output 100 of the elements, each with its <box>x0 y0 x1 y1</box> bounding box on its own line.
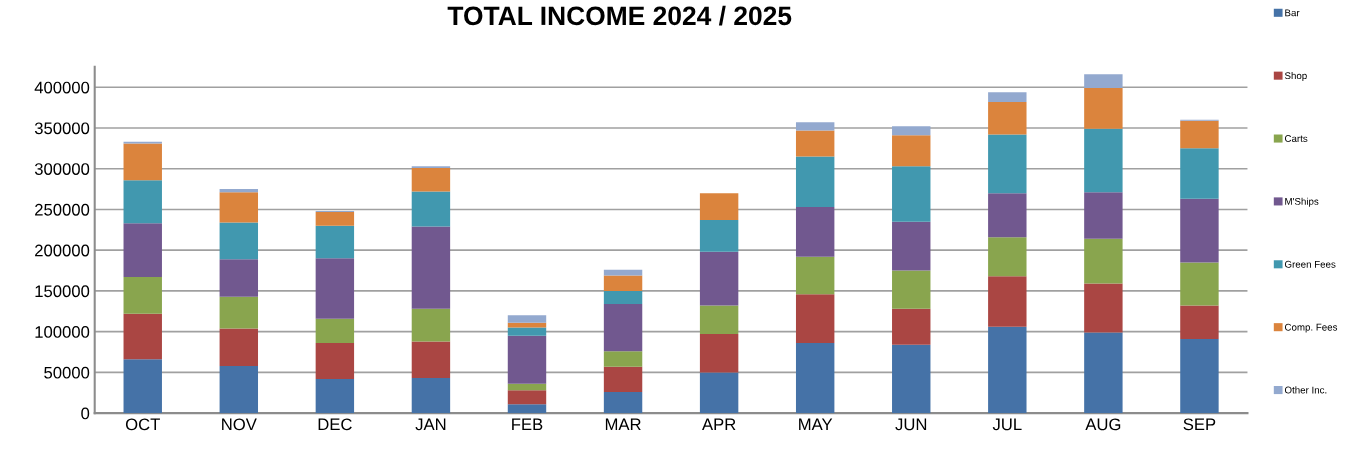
bar <box>507 327 547 336</box>
legend-label: Comp. Fees <box>1284 323 1338 333</box>
bar <box>219 296 259 329</box>
y-tick-label: 250000 <box>35 203 90 216</box>
bar <box>699 372 739 414</box>
y-tick-label: 200000 <box>35 244 90 257</box>
bar <box>1180 305 1219 339</box>
bar <box>315 343 355 379</box>
bar <box>603 290 643 304</box>
bar <box>315 211 355 226</box>
x-tick-label: DEC <box>318 418 352 431</box>
bar <box>1084 238 1123 284</box>
bar <box>1180 148 1219 199</box>
bar <box>892 221 931 271</box>
bar <box>795 122 835 131</box>
bar <box>603 366 643 392</box>
bar <box>507 335 547 384</box>
x-tick-label: SEP <box>1183 418 1216 431</box>
bar <box>892 126 931 136</box>
bar <box>1180 262 1219 306</box>
bar <box>1180 198 1219 263</box>
x-tick-label: MAY <box>799 418 833 431</box>
bar <box>411 378 451 414</box>
bar <box>699 334 739 373</box>
x-tick-label: AUG <box>1085 418 1121 431</box>
bar <box>219 328 259 366</box>
bar <box>1084 192 1123 239</box>
bar <box>988 134 1027 194</box>
bar <box>699 251 739 306</box>
bar <box>795 130 835 157</box>
x-tick-label: OCT <box>125 418 160 431</box>
bar <box>123 277 162 314</box>
y-tick-label: 150000 <box>35 285 90 298</box>
bar <box>507 404 547 414</box>
y-tick-label: 350000 <box>34 122 90 135</box>
x-tick-label: MAR <box>605 418 641 431</box>
bar <box>219 192 259 223</box>
bar <box>795 343 835 414</box>
bar <box>892 166 931 222</box>
y-tick-label: 50000 <box>44 366 90 379</box>
bar <box>795 207 835 257</box>
y-tick-label: 0 <box>81 407 90 420</box>
bar <box>1084 88 1123 129</box>
bar <box>315 225 355 259</box>
bar <box>1084 283 1123 333</box>
bar <box>123 359 162 414</box>
x-tick-label: JUN <box>895 418 927 431</box>
bar <box>795 256 835 295</box>
bar <box>988 237 1027 277</box>
bar <box>507 390 547 405</box>
x-tick-label: APR <box>702 418 736 431</box>
bar <box>315 258 355 319</box>
legend-label: Carts <box>1284 135 1308 142</box>
legend-label: M'Ships <box>1285 197 1319 207</box>
bar <box>699 220 739 252</box>
y-tick-label: 300000 <box>34 163 90 175</box>
bar <box>892 344 931 414</box>
bar <box>699 193 739 221</box>
bar <box>219 365 259 414</box>
legend-label: Other Inc. <box>1284 386 1327 394</box>
bar <box>507 315 547 323</box>
chart-title: TOTAL INCOME 2024 / 2025 <box>447 5 792 26</box>
bar <box>1180 120 1219 149</box>
bar <box>603 351 643 367</box>
legend-label: Bar <box>1285 9 1300 17</box>
bar <box>411 341 451 379</box>
bar <box>123 313 162 360</box>
bar <box>795 156 835 208</box>
bar <box>699 305 739 335</box>
bar <box>795 294 835 344</box>
legend-label: Shop <box>1284 71 1307 82</box>
bar <box>315 378 355 414</box>
bar <box>603 275 643 291</box>
bar <box>219 222 259 260</box>
bar <box>123 180 162 224</box>
y-tick-label: 400000 <box>34 81 90 94</box>
bar <box>988 92 1027 102</box>
bar <box>603 303 643 352</box>
bar <box>1180 338 1219 414</box>
bar <box>892 135 931 167</box>
y-tick-label: 100000 <box>35 326 90 338</box>
bar <box>892 308 931 345</box>
bar <box>411 191 451 227</box>
bar <box>411 226 451 309</box>
bar <box>123 223 162 278</box>
bar <box>603 391 643 414</box>
bar <box>219 189 259 193</box>
bar <box>411 167 451 192</box>
bar <box>219 259 259 297</box>
bar <box>507 383 547 391</box>
bar <box>315 318 355 344</box>
bar <box>1084 128 1123 193</box>
bar <box>988 193 1027 238</box>
bar <box>988 101 1027 135</box>
bar <box>892 270 931 309</box>
bar <box>988 326 1027 414</box>
bar <box>1084 74 1123 89</box>
bar <box>1084 332 1123 414</box>
bar <box>988 276 1027 327</box>
x-tick-label: NOV <box>222 418 257 431</box>
